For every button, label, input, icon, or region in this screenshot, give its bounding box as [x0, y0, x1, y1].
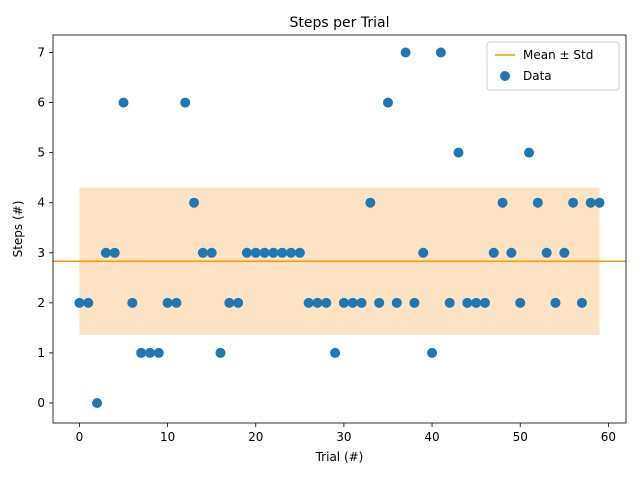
data-point — [259, 247, 270, 258]
chart-title: Steps per Trial — [290, 15, 390, 31]
data-point — [171, 297, 182, 308]
x-tick-label: 10 — [160, 430, 175, 444]
y-axis-label: Steps (#) — [11, 201, 25, 258]
x-ticks: 0 10 20 30 40 50 60 — [76, 423, 616, 444]
y-tick-label: 5 — [37, 146, 45, 160]
legend-box — [486, 41, 620, 91]
data-point — [497, 197, 508, 208]
data-point — [83, 297, 94, 308]
data-point — [312, 297, 323, 308]
x-tick-label: 20 — [248, 430, 263, 444]
data-point — [286, 247, 297, 258]
x-tick-label: 0 — [76, 430, 84, 444]
data-point — [409, 297, 420, 308]
data-point — [347, 297, 358, 308]
data-point — [400, 47, 411, 58]
data-point — [197, 247, 208, 258]
data-point — [462, 297, 473, 308]
data-point — [100, 247, 111, 258]
data-point — [321, 297, 332, 308]
y-tick-label: 2 — [37, 296, 45, 310]
x-tick-label: 30 — [336, 430, 351, 444]
data-point — [268, 247, 279, 258]
data-point — [118, 97, 129, 108]
data-point — [136, 347, 147, 358]
data-point — [541, 247, 552, 258]
data-point — [576, 297, 587, 308]
legend-data-label: Data — [523, 69, 552, 83]
legend-data-marker — [500, 71, 510, 81]
data-point — [427, 347, 438, 358]
data-point — [241, 247, 252, 258]
y-tick-label: 7 — [37, 46, 45, 60]
data-point — [303, 297, 314, 308]
data-point — [559, 247, 570, 258]
x-axis-label: Trial (#) — [315, 450, 364, 464]
data-point — [224, 297, 235, 308]
data-point — [153, 347, 164, 358]
data-point — [506, 247, 517, 258]
data-point — [488, 247, 499, 258]
data-point — [330, 347, 341, 358]
data-point — [585, 197, 596, 208]
x-tick-label: 40 — [424, 430, 439, 444]
data-point — [215, 347, 226, 358]
data-point — [524, 147, 535, 158]
data-point — [382, 97, 393, 108]
data-point — [189, 197, 200, 208]
y-tick-label: 1 — [37, 346, 45, 360]
data-point — [471, 297, 482, 308]
data-point — [109, 247, 120, 258]
data-point — [453, 147, 464, 158]
x-tick-label: 50 — [513, 430, 528, 444]
data-point — [435, 47, 446, 58]
data-point — [594, 197, 605, 208]
data-point — [479, 297, 490, 308]
data-point — [356, 297, 367, 308]
y-tick-label: 0 — [37, 396, 45, 410]
data-point — [233, 297, 244, 308]
data-point — [550, 297, 561, 308]
data-point — [338, 297, 349, 308]
data-point — [365, 197, 376, 208]
data-point — [92, 397, 103, 408]
data-point — [127, 297, 138, 308]
data-point — [418, 247, 429, 258]
data-point — [250, 247, 261, 258]
data-point — [532, 197, 543, 208]
data-point — [444, 297, 455, 308]
y-tick-label: 3 — [37, 246, 45, 260]
data-point — [374, 297, 385, 308]
axes-frame — [52, 34, 627, 424]
data-points-layer — [74, 47, 605, 408]
data-point — [391, 297, 402, 308]
data-point — [515, 297, 526, 308]
legend: Mean ± Std Data — [486, 41, 620, 91]
data-point — [294, 247, 305, 258]
data-point — [74, 297, 85, 308]
x-tick-label: 60 — [601, 430, 616, 444]
data-point — [180, 97, 191, 108]
y-ticks: 0 1 2 3 4 5 6 7 — [37, 46, 53, 410]
data-point — [206, 247, 217, 258]
legend-mean-label: Mean ± Std — [523, 48, 593, 62]
data-point — [162, 297, 173, 308]
data-point — [144, 347, 155, 358]
data-point — [277, 247, 288, 258]
y-tick-label: 6 — [37, 96, 45, 110]
data-point — [568, 197, 579, 208]
y-tick-label: 4 — [37, 196, 45, 210]
